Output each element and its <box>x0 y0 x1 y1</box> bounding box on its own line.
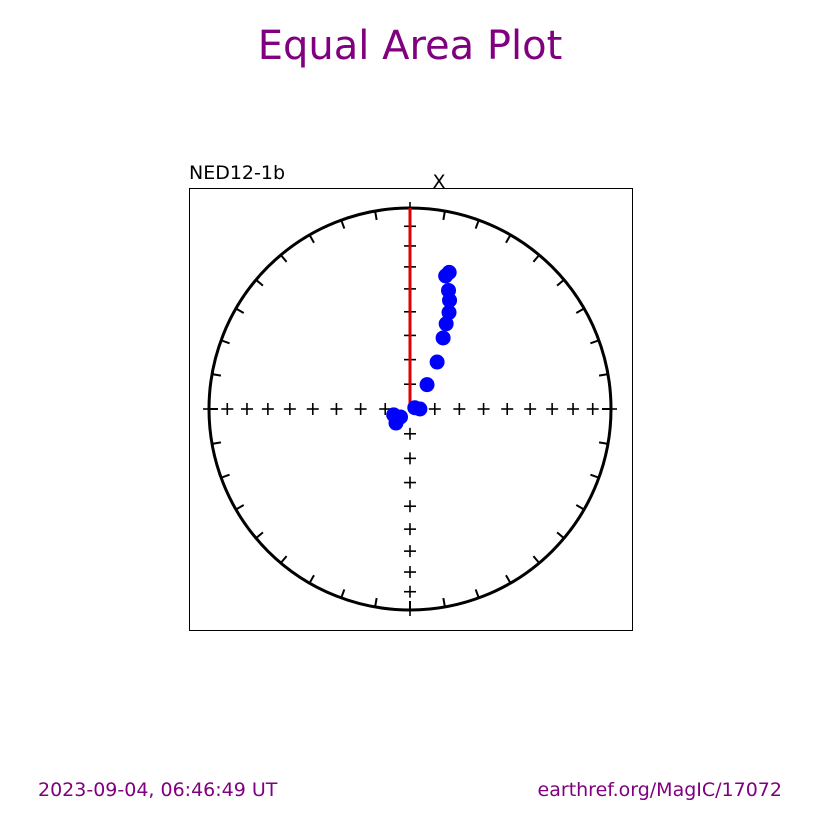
data-point <box>412 401 428 417</box>
rim-tick <box>598 441 609 445</box>
rim-tick <box>556 279 565 287</box>
rim-tick <box>211 441 222 445</box>
rim-tick <box>474 589 480 599</box>
rim-tick <box>442 597 446 608</box>
data-point <box>393 409 409 425</box>
data-point <box>442 292 458 308</box>
data-point <box>419 377 435 393</box>
rim-tick <box>280 254 288 263</box>
rim-tick <box>575 504 585 511</box>
data-point <box>438 316 454 332</box>
rim-tick <box>235 504 245 511</box>
rim-tick <box>590 473 600 479</box>
rim-tick <box>280 555 288 564</box>
rim-tick <box>220 339 230 345</box>
rim-tick <box>442 210 446 221</box>
rim-tick <box>308 574 315 584</box>
data-points <box>386 264 458 431</box>
data-point <box>429 354 445 370</box>
rim-tick <box>556 531 565 539</box>
rim-tick <box>340 219 346 229</box>
axis-label-x: X <box>432 171 445 193</box>
rim-tick <box>235 307 245 314</box>
rim-tick <box>255 531 264 539</box>
specimen-label: NED12-1b <box>189 162 285 184</box>
rim-tick <box>474 219 480 229</box>
rim-tick <box>255 279 264 287</box>
data-point <box>435 330 451 346</box>
rim-tick <box>374 210 378 221</box>
rim-tick <box>505 574 512 584</box>
rim-tick <box>575 307 585 314</box>
rim-tick <box>505 234 512 244</box>
rim-tick <box>308 234 315 244</box>
rim-tick <box>340 589 346 599</box>
rim-tick <box>532 254 540 263</box>
rim-tick <box>211 373 222 377</box>
page-title: Equal Area Plot <box>257 23 563 69</box>
timestamp: 2023-09-04, 06:46:49 UT <box>38 779 278 801</box>
rim-tick <box>532 555 540 564</box>
rim-tick <box>374 597 378 608</box>
data-point <box>438 268 454 284</box>
source-link[interactable]: earthref.org/MagIC/17072 <box>537 779 782 801</box>
rim-tick <box>590 339 600 345</box>
rim-tick <box>220 473 230 479</box>
plot-frame <box>189 188 633 631</box>
rim-tick <box>598 373 609 377</box>
data-point <box>441 304 457 320</box>
